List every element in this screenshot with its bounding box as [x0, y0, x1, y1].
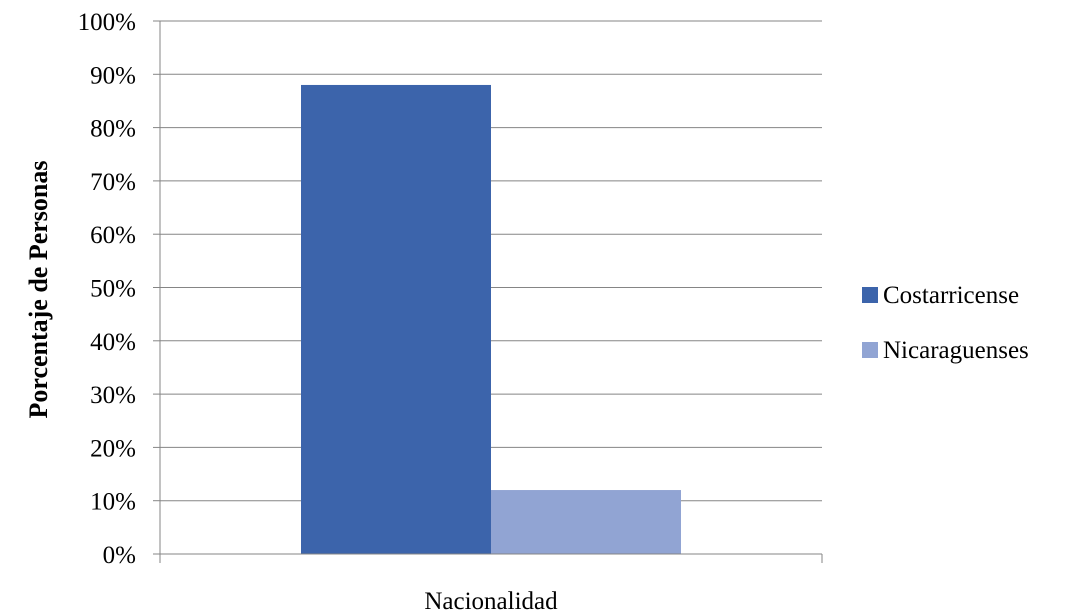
y-tick-label: 30% — [90, 382, 136, 409]
y-axis-title: Porcentaje de Personas — [24, 160, 53, 418]
bar-costarricense — [301, 84, 491, 555]
legend-swatch-costarricense — [862, 287, 878, 303]
y-tick-label: 0% — [103, 542, 136, 569]
y-tick-label: 60% — [90, 222, 136, 249]
bar-nicaraguenses — [491, 490, 681, 554]
bars — [301, 84, 681, 555]
y-tick-label: 100% — [78, 9, 136, 36]
y-tick-label: 10% — [90, 489, 136, 516]
y-tick-label: 80% — [90, 116, 136, 143]
y-tick-label: 20% — [90, 435, 136, 462]
y-tick-label: 40% — [90, 329, 136, 356]
legend-label-costarricense: Costarricense — [883, 282, 1019, 309]
y-tick-label: 70% — [90, 169, 136, 196]
legend-label-nicaraguenses: Nicaraguenses — [883, 337, 1029, 364]
legend: Costarricense Nicaraguenses — [862, 282, 1029, 364]
y-tick-label: 50% — [90, 276, 136, 303]
x-axis-ticks — [159, 554, 823, 563]
x-category-label: Nacionalidad — [424, 588, 558, 615]
legend-swatch-nicaraguenses — [862, 342, 878, 358]
y-tick-label: 90% — [90, 62, 136, 89]
y-axis-ticks: 0% 10% 20% 30% 40% 50% 60% 70% 80% 90% 100% — [78, 9, 136, 569]
